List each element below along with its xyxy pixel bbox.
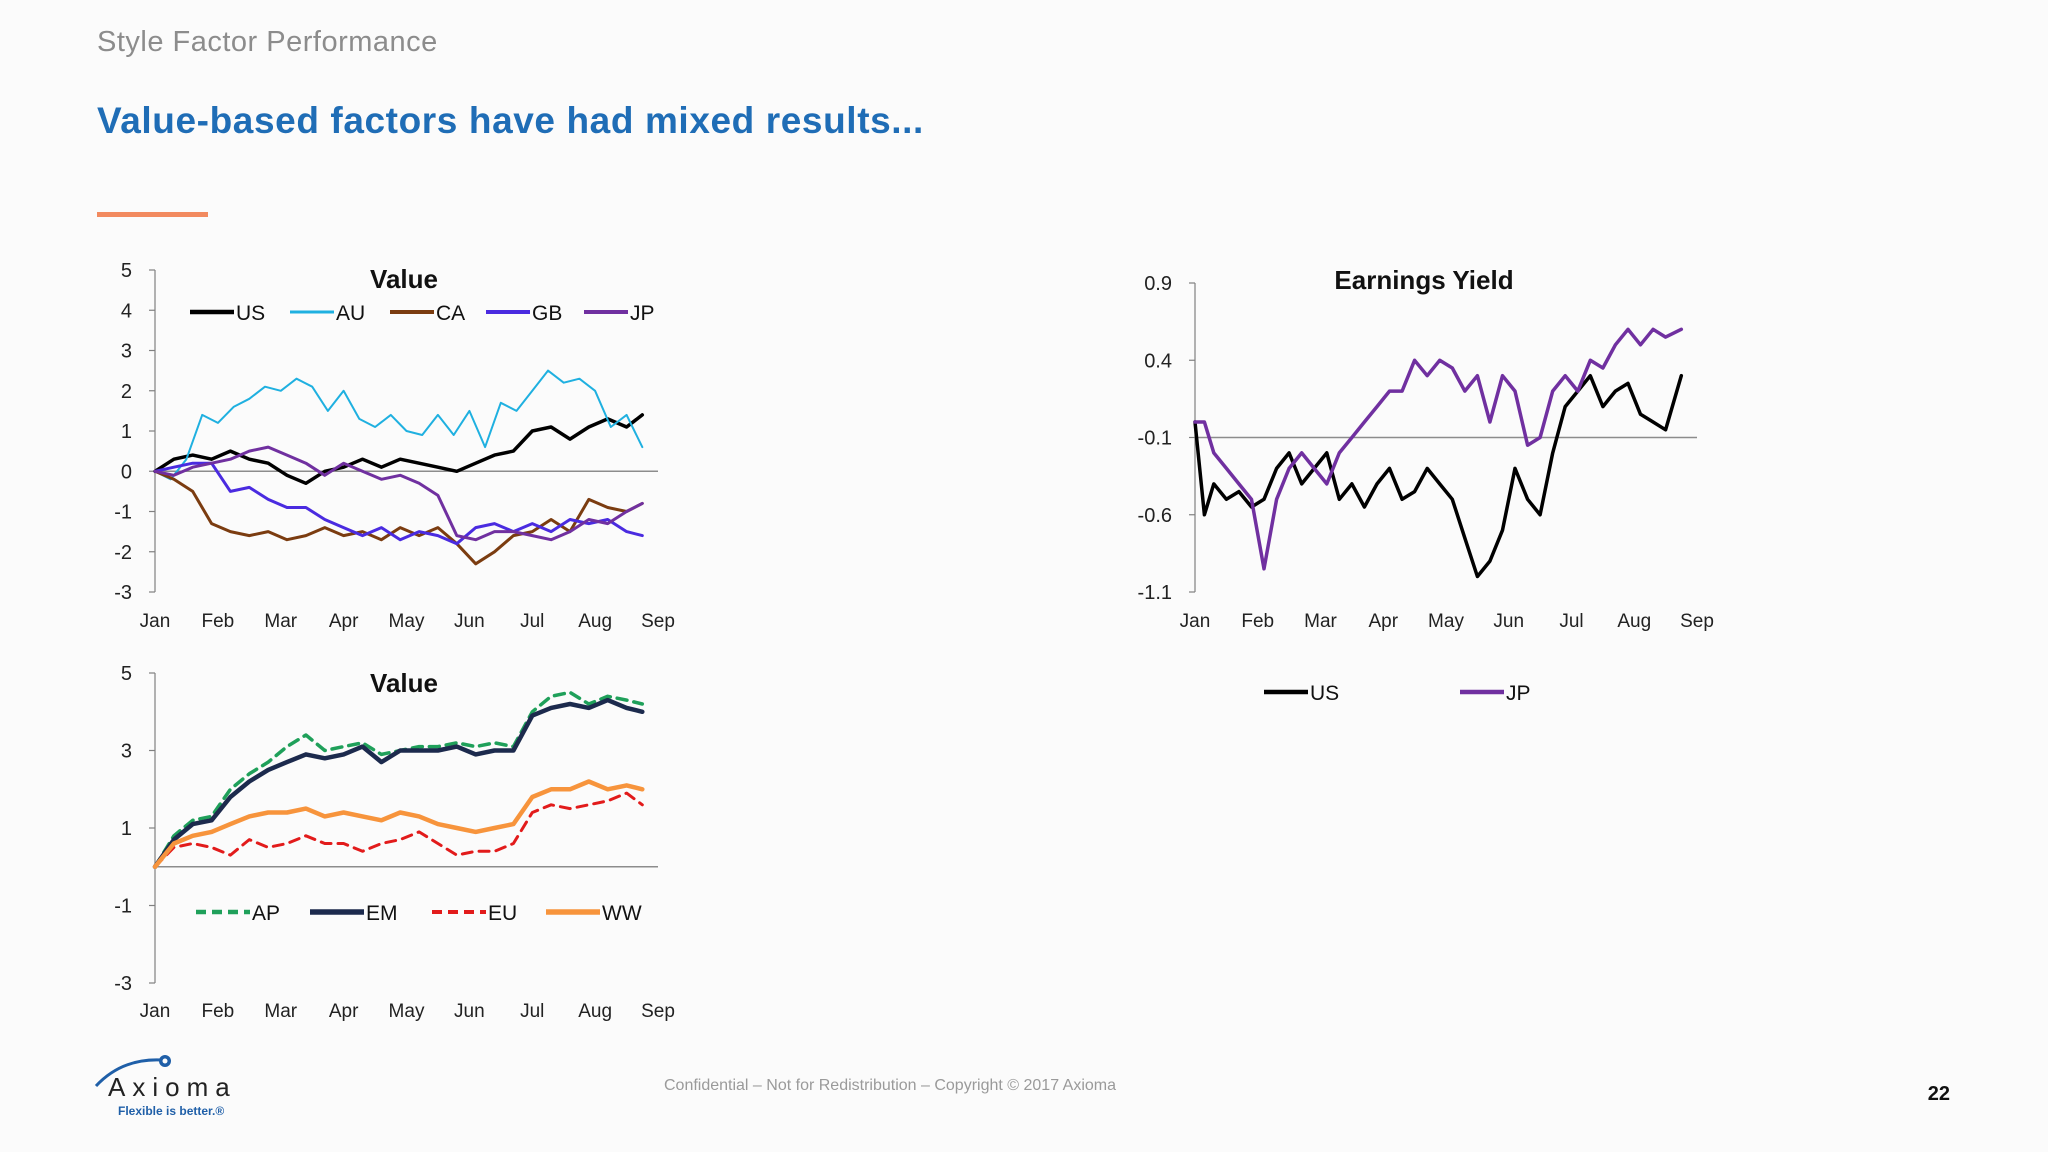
y-tick-label: 1 — [121, 421, 132, 443]
x-tick-label: Sep — [641, 611, 675, 632]
y-tick-label: -2 — [114, 542, 132, 564]
chart-title: Value — [370, 264, 438, 294]
chart-earnings-yield: 0.9 0.4 -0.1 -0.6 -1.1 Jan Feb Mar Apr May Jun Jul A… — [1138, 265, 1714, 705]
series-line-us — [1193, 373, 1684, 579]
series-line-ww — [152, 779, 645, 870]
legend-label-jp: JP — [630, 302, 655, 325]
series-line-au — [154, 369, 644, 481]
y-tick-label: 5 — [121, 260, 132, 282]
x-tick-label: Apr — [1368, 611, 1398, 632]
y-tick-label: -3 — [114, 973, 132, 995]
x-tick-label: Mar — [264, 1001, 297, 1022]
x-tick-label: Aug — [578, 1001, 612, 1022]
x-tick-label: Jul — [520, 611, 544, 632]
y-tick-label: 0 — [121, 461, 132, 483]
x-tick-label: Jul — [520, 1001, 544, 1022]
legend-label-ap: AP — [252, 902, 280, 925]
page-headline: Value-based factors have had mixed resul… — [97, 100, 924, 141]
series-line-ca — [153, 469, 644, 566]
y-tick-label: -3 — [114, 582, 132, 604]
y-tick-label: 4 — [121, 300, 132, 322]
y-tick-label: 2 — [121, 381, 132, 403]
y-tick-label: 0.4 — [1144, 350, 1172, 372]
x-tick-label: Aug — [1617, 611, 1651, 632]
series-line-em — [152, 697, 645, 870]
x-tick-label: Jun — [454, 611, 485, 632]
x-tick-label: Sep — [1680, 611, 1714, 632]
y-tick-label: 3 — [121, 741, 132, 763]
x-tick-label: Feb — [202, 1001, 235, 1022]
legend-label-gb: GB — [532, 302, 562, 325]
x-tick-label: Jun — [1493, 611, 1524, 632]
y-tick-label: 5 — [121, 663, 132, 685]
x-tick-label: Jun — [454, 1001, 485, 1022]
x-tick-label: Mar — [1304, 611, 1337, 632]
chart-title: Earnings Yield — [1334, 265, 1513, 295]
y-tick-label: 3 — [121, 341, 132, 363]
x-tick-label: Jan — [1180, 611, 1211, 632]
accent-rule — [97, 212, 208, 217]
page-number: 22 — [1927, 1083, 1950, 1105]
x-tick-label: May — [389, 1001, 425, 1022]
series-line-gb — [153, 461, 644, 546]
x-tick-label: May — [389, 611, 425, 632]
legend-label-em: EM — [366, 902, 398, 925]
axioma-logo: Axioma Flexible is better.® — [92, 1050, 252, 1120]
section-label: Style Factor Performance — [97, 26, 438, 58]
y-tick-label: 1 — [121, 818, 132, 840]
y-tick-label: -0.6 — [1138, 505, 1172, 527]
legend-label-ca: CA — [436, 302, 465, 325]
y-tick-label: -0.1 — [1138, 428, 1172, 450]
chart-value-countries: 5 4 3 2 1 0 -1 -2 -3 Jan Feb Mar Apr May Jun Jul Aug Sep V… — [114, 260, 675, 632]
legend-label-ww: WW — [602, 902, 642, 925]
legend-label-jp: JP — [1506, 682, 1531, 705]
logo-wordmark: Axioma — [108, 1072, 237, 1102]
logo-tagline: Flexible is better.® — [118, 1104, 225, 1118]
x-tick-label: Mar — [264, 611, 297, 632]
y-tick-label: -1 — [114, 896, 132, 918]
series-line-jp — [153, 445, 644, 542]
legend-label-eu: EU — [488, 902, 517, 925]
legend-label-us: US — [236, 302, 265, 325]
x-tick-label: Jul — [1559, 611, 1583, 632]
series-line-us — [153, 413, 645, 486]
x-tick-label: Feb — [202, 611, 235, 632]
y-tick-label: -1 — [114, 502, 132, 524]
footer-confidential: Confidential – Not for Redistribution – … — [663, 1077, 1117, 1094]
x-tick-label: Aug — [578, 611, 612, 632]
series-line-jp — [1193, 327, 1684, 571]
x-tick-label: Sep — [641, 1001, 675, 1022]
chart-value-regions: 5 3 1 -1 -3 Jan Feb Mar Apr May Jun Jul Aug Sep Value A… — [114, 663, 675, 1022]
logo-swoosh-icon — [94, 1055, 171, 1088]
x-tick-label: Apr — [329, 1001, 359, 1022]
y-tick-label: -1.1 — [1138, 582, 1172, 604]
x-tick-label: Jan — [140, 611, 171, 632]
legend-label-us: US — [1310, 682, 1339, 705]
chart-title: Value — [370, 668, 438, 698]
x-tick-label: Jan — [140, 1001, 171, 1022]
y-tick-label: 0.9 — [1144, 273, 1172, 295]
x-tick-label: Apr — [329, 611, 359, 632]
x-tick-label: May — [1428, 611, 1464, 632]
series-line-eu — [153, 791, 644, 869]
x-tick-label: Feb — [1241, 611, 1274, 632]
legend-label-au: AU — [336, 302, 365, 325]
